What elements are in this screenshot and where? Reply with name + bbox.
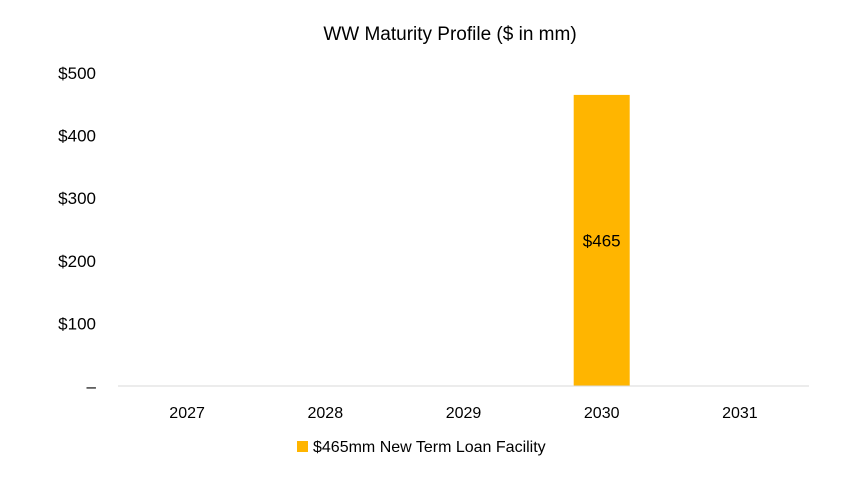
y-tick-label: – (87, 377, 97, 396)
x-tick-label: 2029 (446, 405, 482, 422)
x-tick-label: 2031 (722, 405, 758, 422)
bar-2030 (573, 94, 630, 386)
y-tick-label: $400 (58, 127, 96, 146)
data-label-2030: $465 (583, 231, 621, 250)
x-tick-label: 2027 (169, 405, 205, 422)
legend-swatch (297, 441, 308, 452)
x-tick-label: 2028 (308, 405, 344, 422)
y-tick-label: $500 (58, 64, 96, 83)
y-tick-label: $300 (58, 189, 96, 208)
x-tick-label: 2030 (584, 405, 620, 422)
legend-label: $465mm New Term Loan Facility (313, 439, 546, 456)
bar-group: $465 (573, 94, 630, 386)
legend: $465mm New Term Loan Facility (297, 439, 546, 456)
y-tick-label: $200 (58, 252, 96, 271)
y-tick-label: $100 (58, 314, 96, 333)
chart-title: WW Maturity Profile ($ in mm) (323, 24, 576, 45)
y-axis: – $100 $200 $300 $400 $500 (58, 64, 96, 396)
x-axis: 2027 2028 2029 2030 2031 (169, 405, 757, 422)
